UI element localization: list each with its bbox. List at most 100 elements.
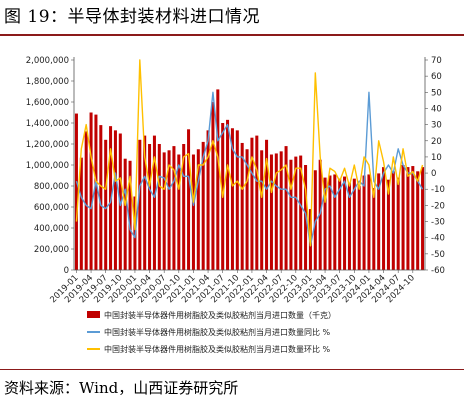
bar bbox=[421, 167, 425, 270]
left-tick-label: 2,000,000 bbox=[26, 56, 69, 66]
bar bbox=[123, 158, 127, 270]
bar bbox=[323, 177, 327, 270]
bar bbox=[177, 154, 181, 270]
bar bbox=[84, 131, 88, 270]
right-tick-label: 0 bbox=[431, 169, 436, 179]
bar bbox=[211, 102, 215, 270]
bar bbox=[352, 178, 356, 270]
bar bbox=[274, 153, 278, 270]
bar bbox=[406, 167, 410, 270]
bar bbox=[289, 159, 293, 270]
bar bbox=[367, 174, 371, 270]
right-tick-label: -10 bbox=[431, 185, 445, 195]
bar bbox=[362, 175, 366, 270]
bar bbox=[313, 170, 317, 270]
bar bbox=[182, 144, 186, 270]
bar bbox=[99, 125, 103, 270]
axes bbox=[73, 57, 426, 271]
bar bbox=[148, 144, 152, 270]
bar bbox=[235, 130, 239, 270]
right-tick-label: -60 bbox=[431, 266, 445, 276]
bar bbox=[386, 179, 390, 270]
right-tick-label: 10 bbox=[431, 153, 442, 163]
legend-label-mom: 中国封装半导体器件用树脂胶及类似胶粘剂当月进口数量环比 % bbox=[104, 344, 331, 354]
bar bbox=[143, 135, 147, 270]
bar bbox=[230, 128, 234, 270]
right-tick-label: 40 bbox=[431, 104, 442, 114]
bar bbox=[172, 146, 176, 270]
right-tick-label: 50 bbox=[431, 88, 442, 98]
bar bbox=[113, 130, 117, 270]
legend-item-bars: 中国封装半导体器件用树脂胶及类似胶粘剂当月进口数量（千克） bbox=[87, 310, 336, 320]
bar bbox=[138, 139, 142, 270]
right-tick-label: 20 bbox=[431, 137, 442, 147]
legend-item-mom: 中国封装半导体器件用树脂胶及类似胶粘剂当月进口数量环比 % bbox=[87, 344, 331, 354]
right-tick-label: -40 bbox=[431, 234, 445, 244]
bar bbox=[391, 171, 395, 270]
bar bbox=[157, 144, 161, 270]
bar bbox=[382, 167, 386, 270]
bar bbox=[162, 152, 166, 270]
bar bbox=[265, 139, 269, 270]
left-axis-ticks: 0 200,000 400,000 600,000 800,000 1,000,000 1,… bbox=[26, 56, 74, 276]
bar bbox=[411, 166, 415, 270]
bar bbox=[226, 119, 230, 270]
bar bbox=[357, 186, 361, 270]
left-tick-label: 1,600,000 bbox=[26, 98, 69, 108]
source-rule bbox=[0, 369, 464, 370]
chart: 0 200,000 400,000 600,000 800,000 1,000,000 1,… bbox=[26, 56, 445, 354]
left-tick-label: 1,800,000 bbox=[26, 77, 69, 87]
line-series bbox=[75, 59, 424, 247]
bar bbox=[343, 176, 347, 270]
bar bbox=[152, 135, 156, 270]
left-tick-label: 400,000 bbox=[34, 224, 69, 234]
bar bbox=[79, 157, 83, 270]
bar bbox=[416, 171, 420, 270]
legend: 中国封装半导体器件用树脂胶及类似胶粘剂当月进口数量（千克） 中国封装半导体器件用… bbox=[87, 310, 336, 354]
legend-label-yoy: 中国封装半导体器件用树脂胶及类似胶粘剂当月进口数量同比 % bbox=[104, 327, 331, 337]
bar bbox=[240, 142, 244, 270]
bar bbox=[196, 149, 200, 270]
mom-line bbox=[75, 59, 424, 247]
bar bbox=[328, 175, 332, 270]
left-tick-label: 1,200,000 bbox=[26, 140, 69, 150]
bar bbox=[372, 188, 376, 270]
right-tick-label: 30 bbox=[431, 121, 442, 131]
left-tick-label: 200,000 bbox=[34, 245, 69, 255]
left-tick-label: 0 bbox=[64, 266, 69, 276]
right-axis-ticks: -60 -50 -40 -30 -20 -10 0 10 20 30 40 50 60 70 bbox=[425, 56, 445, 276]
bar bbox=[216, 89, 220, 271]
bar bbox=[94, 114, 98, 270]
bar bbox=[206, 130, 210, 270]
x-axis-ticks: 2019-012019-042019-072019-102020-012020-… bbox=[48, 270, 417, 305]
bar bbox=[89, 112, 93, 270]
left-tick-label: 600,000 bbox=[34, 203, 69, 213]
bar bbox=[245, 149, 249, 270]
bar bbox=[294, 156, 298, 270]
bar bbox=[299, 155, 303, 270]
right-tick-label: -30 bbox=[431, 218, 445, 228]
right-tick-label: 60 bbox=[431, 72, 442, 82]
left-tick-label: 1,400,000 bbox=[26, 119, 69, 129]
bar bbox=[377, 173, 381, 270]
bar bbox=[318, 159, 322, 270]
right-tick-label: -20 bbox=[431, 201, 445, 211]
bar bbox=[333, 174, 337, 270]
bar bbox=[128, 160, 132, 270]
title-rule bbox=[0, 34, 464, 36]
bar bbox=[104, 139, 108, 270]
bar bbox=[269, 154, 273, 270]
bar bbox=[338, 178, 342, 270]
left-tick-label: 1,000,000 bbox=[26, 161, 69, 171]
bar bbox=[347, 182, 351, 270]
right-tick-label: 70 bbox=[431, 56, 442, 66]
bar bbox=[187, 129, 191, 270]
bar bbox=[167, 150, 171, 270]
bar bbox=[260, 150, 264, 270]
bar bbox=[74, 113, 78, 270]
bar bbox=[201, 141, 205, 270]
bar bbox=[250, 137, 254, 270]
legend-label-bars: 中国封装半导体器件用树脂胶及类似胶粘剂当月进口数量（千克） bbox=[104, 310, 336, 320]
legend-swatch-bars bbox=[87, 311, 100, 318]
bar bbox=[401, 165, 405, 270]
